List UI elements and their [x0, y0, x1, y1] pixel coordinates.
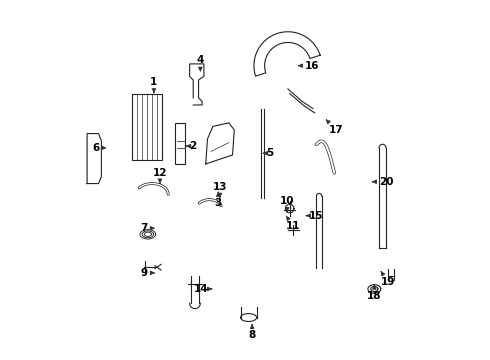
Text: 6: 6: [92, 143, 105, 153]
Text: 16: 16: [299, 61, 319, 71]
Text: 9: 9: [141, 268, 154, 278]
Text: 19: 19: [381, 272, 395, 287]
Text: 12: 12: [153, 168, 167, 183]
Text: 5: 5: [264, 148, 273, 158]
Text: 10: 10: [280, 197, 294, 212]
Text: 13: 13: [213, 182, 227, 198]
Text: 3: 3: [215, 193, 222, 208]
Text: 20: 20: [373, 177, 393, 187]
Text: 8: 8: [248, 325, 256, 341]
Text: 7: 7: [141, 223, 154, 233]
Text: 4: 4: [196, 55, 204, 71]
Text: 15: 15: [306, 211, 324, 221]
Bar: [175, 123, 185, 164]
Bar: [132, 94, 162, 160]
Text: 14: 14: [194, 284, 212, 294]
Text: 17: 17: [326, 120, 344, 135]
Text: 2: 2: [187, 141, 197, 151]
Text: 1: 1: [150, 77, 157, 93]
Text: 11: 11: [286, 216, 300, 231]
Text: 18: 18: [367, 285, 382, 301]
